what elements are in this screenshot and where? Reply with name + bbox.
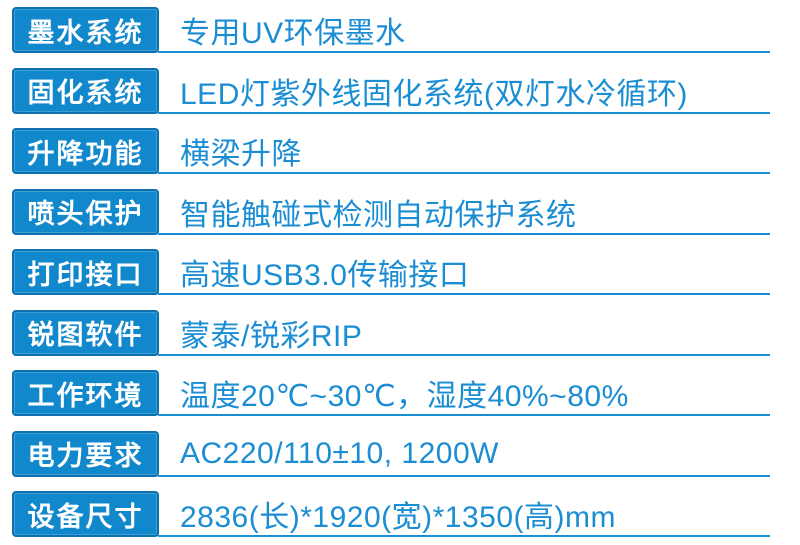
spec-label: 墨水系统 [12,7,159,53]
row-divider [158,293,770,296]
spec-label: 锐图软件 [12,309,159,356]
row-divider [158,51,770,53]
spec-label: 电力要求 [12,430,159,477]
row-divider [158,111,770,114]
spec-label: 升降功能 [12,128,159,175]
spec-row: 锐图软件 蒙泰/锐彩RIP [0,303,800,364]
spec-value: AC220/110±10, 1200W [180,436,499,470]
row-divider [158,474,770,477]
spec-value: 2836(长)*1920(宽)*1350(高)mm [180,501,616,535]
spec-value: 温度20℃~30℃，湿度40%~80% [180,380,629,414]
spec-value: 横梁升降 [180,138,302,172]
spec-row: 升降功能 横梁升降 [0,121,800,182]
spec-value: 专用UV环保墨水 [180,17,406,50]
spec-value: 智能触碰式检测自动保护系统 [180,198,577,232]
row-divider [158,353,770,356]
spec-value: 蒙泰/锐彩RIP [180,319,363,353]
spec-row: 固化系统 LED灯紫外线固化系统(双灯水冷循环) [0,61,800,122]
spec-label: 工作环境 [12,370,159,417]
spec-row: 喷头保护 智能触碰式检测自动保护系统 [0,182,800,243]
spec-row: 工作环境 温度20℃~30℃，湿度40%~80% [0,363,800,424]
spec-label: 固化系统 [12,67,159,114]
spec-label: 喷头保护 [12,188,159,235]
row-divider [158,172,770,175]
row-divider [158,414,770,417]
spec-row: 墨水系统 专用UV环保墨水 [0,0,800,61]
row-divider [158,232,770,235]
row-divider [158,535,770,538]
spec-label: 设备尺寸 [12,491,159,538]
spec-value: 高速USB3.0传输接口 [180,259,470,293]
spec-label: 打印接口 [12,249,159,296]
spec-row: 打印接口 高速USB3.0传输接口 [0,242,800,303]
spec-row: 电力要求 AC220/110±10, 1200W [0,424,800,485]
spec-value: LED灯紫外线固化系统(双灯水冷循环) [180,77,688,111]
spec-row: 设备尺寸 2836(长)*1920(宽)*1350(高)mm [0,484,800,545]
